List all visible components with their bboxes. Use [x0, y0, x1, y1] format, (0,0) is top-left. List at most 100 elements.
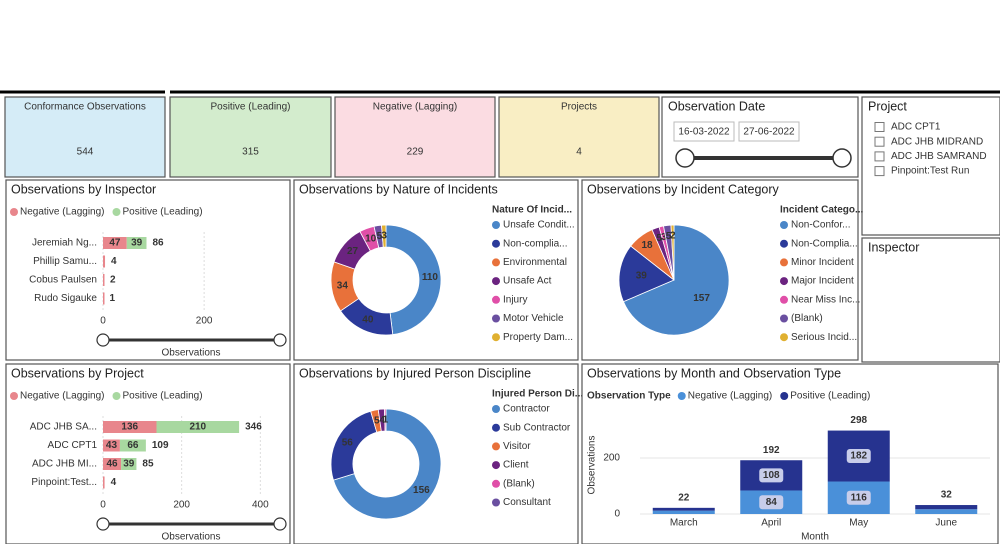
legend-label: (Blank) [791, 313, 823, 324]
legend-marker [677, 392, 686, 400]
slider-handle[interactable] [273, 333, 287, 347]
legend-label: (Blank) [503, 478, 535, 489]
bar-segment [103, 237, 127, 249]
date-input[interactable] [738, 121, 800, 142]
card-value: 4 [576, 147, 582, 158]
legend-label: Non-Confor... [791, 220, 850, 231]
x-tick-label: May [849, 518, 868, 529]
data-label: 110 [422, 272, 439, 283]
card-value: 229 [407, 147, 424, 158]
date-end: 27-06-2022 [743, 127, 795, 138]
legend-label: Property Dam... [503, 332, 573, 343]
data-label: 5 [377, 231, 383, 242]
bar-segment [126, 237, 147, 249]
legend-marker [492, 221, 500, 229]
legend-title: Nature Of Incid... [492, 205, 572, 216]
total-label: 32 [941, 490, 953, 501]
data-label: 39 [123, 459, 135, 470]
slider-handle[interactable] [675, 148, 695, 168]
data-label: 156 [413, 485, 430, 496]
slice [622, 224, 730, 336]
data-label: 39 [636, 270, 648, 281]
slicer-item[interactable]: ADC JHB SAMRAND [891, 151, 987, 162]
legend-label: Unsafe Condit... [503, 220, 575, 231]
checkbox[interactable] [874, 166, 885, 177]
legend-marker [10, 392, 18, 400]
checkbox[interactable] [874, 136, 885, 147]
data-label: 27 [347, 246, 359, 257]
slider-handle[interactable] [96, 517, 110, 531]
data-label: 157 [693, 293, 710, 304]
slider-handle[interactable] [832, 148, 852, 168]
legend-marker [492, 295, 500, 304]
y-tick-label: Jeremiah Ng... [32, 238, 97, 249]
data-label: 4 [379, 415, 385, 426]
slicer-title: Inspector [868, 240, 919, 254]
total-label: 109 [152, 440, 169, 451]
legend-marker [492, 442, 500, 451]
legend-label: Negative (Lagging) [20, 207, 105, 218]
slice [618, 245, 675, 303]
legend-marker [492, 423, 500, 432]
legend-marker [492, 239, 500, 248]
legend-marker [492, 258, 500, 267]
data-label: 108 [763, 470, 780, 481]
slider-handle[interactable] [96, 333, 110, 347]
panel [861, 237, 1000, 363]
legend-label: Positive (Leading) [123, 207, 203, 218]
data-label: 46 [106, 459, 118, 470]
bar-segment [103, 458, 122, 470]
bar-segment [103, 476, 105, 489]
legend-label: Unsafe Act [503, 276, 552, 287]
legend-marker [780, 258, 788, 267]
bar-segment [652, 507, 715, 511]
slicer-item[interactable]: Pinpoint:Test Run [891, 166, 969, 177]
legend-label: Client [503, 460, 529, 471]
legend-marker [492, 461, 500, 470]
slider-handle[interactable] [273, 517, 287, 531]
slice [670, 224, 675, 281]
bar-segment [121, 458, 137, 470]
panel [5, 179, 291, 361]
data-label: 56 [342, 438, 354, 449]
x-tick-label: March [670, 518, 698, 529]
x-axis-title: Month [801, 532, 829, 543]
slice [381, 224, 387, 248]
slicer-item[interactable]: ADC JHB MIDRAND [891, 136, 983, 147]
legend-label: Non-complia... [503, 238, 567, 249]
slicer-title: Project [868, 99, 907, 113]
data-label: 39 [131, 238, 143, 249]
total-label: 22 [678, 492, 690, 503]
legend-marker [492, 498, 500, 507]
data-label: 47 [109, 238, 121, 249]
data-label: 5 [666, 231, 672, 242]
legend-marker [492, 314, 500, 323]
panel [861, 96, 1000, 236]
legend-label: Major Incident [791, 276, 854, 287]
total-label: 298 [850, 415, 867, 426]
data-label: 66 [127, 440, 139, 451]
x-tick-label: 200 [196, 316, 213, 327]
total-label: 4 [111, 477, 117, 488]
legend-label: Contractor [503, 404, 550, 415]
bar-segment [915, 505, 978, 510]
card-value: 315 [242, 147, 259, 158]
legend-marker [10, 208, 18, 216]
x-tick-label: 0 [100, 500, 106, 511]
total-label: 85 [142, 459, 154, 470]
total-label: 1 [110, 293, 116, 304]
legend-label: Sub Contractor [503, 422, 571, 433]
checkbox[interactable] [874, 122, 885, 132]
data-label: 3 [381, 231, 387, 242]
date-input[interactable] [673, 121, 735, 142]
y-tick-label: Pinpoint:Test... [31, 477, 97, 488]
panel [5, 363, 291, 544]
legend-title: Injured Person Di... [492, 389, 583, 400]
total-label: 86 [152, 238, 164, 249]
slicer-item[interactable]: ADC CPT1 [891, 122, 941, 133]
checkbox[interactable] [874, 151, 885, 162]
legend-label: Negative (Lagging) [688, 391, 773, 402]
legend-marker [492, 479, 500, 488]
data-label: 3 [661, 232, 667, 243]
x-tick-label: April [761, 518, 781, 529]
